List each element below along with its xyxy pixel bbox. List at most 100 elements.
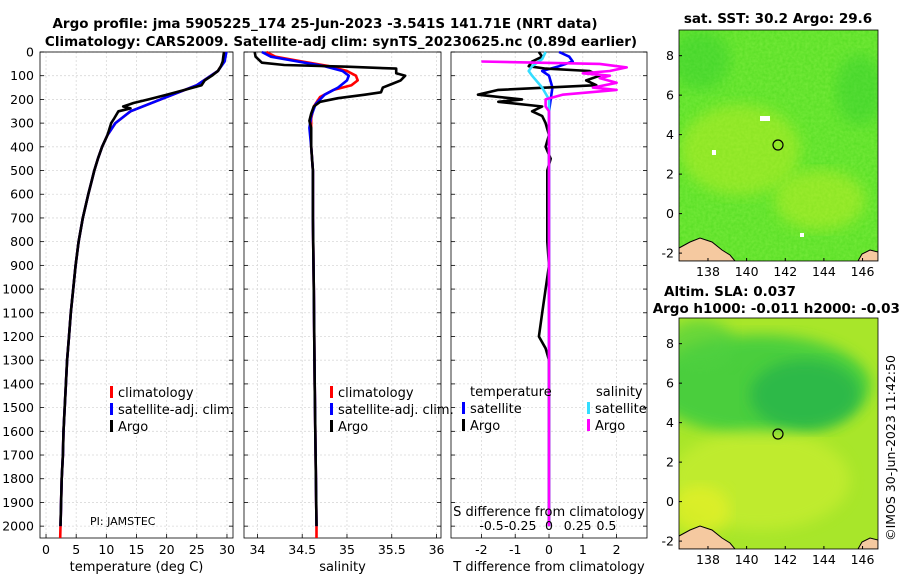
y-tick-label: 1100 <box>2 305 34 320</box>
legend-swatch-satellite-adj <box>110 403 113 415</box>
x-tick-label: 0 <box>545 542 553 557</box>
land-coast-sw <box>679 237 736 261</box>
y-tick-label: 1200 <box>2 329 34 344</box>
s-tick-label: 0.25 <box>564 518 592 533</box>
y-tick-label: 1500 <box>2 400 34 415</box>
map-x-tick-label: 142 <box>773 264 797 279</box>
y-tick-label: 0 <box>26 45 34 60</box>
missing-data-pixel <box>712 150 716 155</box>
s-tick-label: -0.25 <box>504 518 536 533</box>
legend-label-argo: Argo <box>338 420 368 435</box>
x-tick-label: 0 <box>42 542 50 557</box>
x-tick-label: 15 <box>129 542 145 557</box>
y-tick-label: 500 <box>10 163 34 178</box>
series-line-argo <box>59 51 226 527</box>
y-tick-label: 1400 <box>2 376 34 391</box>
difference-legend: temperature salinity satellite Argo sate… <box>462 385 647 434</box>
figure-title-line2: Climatology: CARS2009. Satellite-adj cli… <box>45 34 637 50</box>
y-tick-label: 900 <box>10 258 34 273</box>
map-x-tick-label: 140 <box>735 552 759 567</box>
legend-swatch-argo <box>110 420 113 432</box>
temperature-legend: climatology satellite-adj. clim. Argo <box>110 386 234 435</box>
y-tick-label: 700 <box>10 210 34 225</box>
s-tick-label: 0 <box>545 518 553 533</box>
map-x-tick-label: 138 <box>696 264 720 279</box>
map-y-tick-label: 4 <box>666 415 674 430</box>
sst-map-title: sat. SST: 30.2 Argo: 29.6 <box>684 11 872 27</box>
x-tick-label: 36 <box>429 542 445 557</box>
x-tick-label: 34.5 <box>288 542 316 557</box>
legend-swatch-s-argo <box>587 419 590 431</box>
difference-panel: -2 -1 0 1 2 T difference from climatology -0.5… <box>450 50 648 575</box>
legend-label-s-satellite: satellite <box>595 402 647 417</box>
legend-label-s-argo: Argo <box>595 419 625 434</box>
series-line-climatology <box>58 51 228 539</box>
x-tick-label: 1 <box>579 542 587 557</box>
legend-swatch-t-satellite <box>462 402 465 414</box>
legend-label-climatology: climatology <box>338 386 414 401</box>
map-x-tick-label: 144 <box>812 264 836 279</box>
y-tick-label: 1900 <box>2 495 34 510</box>
y-tick-label: 1800 <box>2 471 34 486</box>
sla-map-title-line1: Altim. SLA: 0.037 <box>664 284 796 300</box>
map-y-tick-label: -2 <box>662 534 674 549</box>
missing-data-pixel <box>800 233 804 237</box>
legend-swatch-s-satellite <box>587 402 590 414</box>
y-tick-label: 1300 <box>2 353 34 368</box>
y-tick-label: 100 <box>10 68 34 83</box>
map-y-tick-label: 6 <box>666 376 674 391</box>
x-tick-label: 20 <box>159 542 175 557</box>
sst-map: sat. SST: 30.2 Argo: 29.6 138 140 142 144 14… <box>662 11 879 279</box>
map-x-tick-label: 140 <box>735 264 759 279</box>
legend-label-satellite-adj: satellite-adj. clim. <box>338 403 454 418</box>
x-tick-label: 35 <box>339 542 355 557</box>
y-tick-label: 1000 <box>2 282 34 297</box>
legend-swatch-satellite-adj <box>330 403 333 415</box>
argo-location-marker <box>772 428 784 440</box>
x-tick-label: 5 <box>72 542 80 557</box>
x-tick-label: 10 <box>98 542 114 557</box>
legend-label-argo: Argo <box>118 420 148 435</box>
imos-watermark: ©IMOS 30-Jun-2023 11:42:50 <box>883 355 898 541</box>
map-x-tick-label: 146 <box>851 264 875 279</box>
y-tick-label: 400 <box>10 139 34 154</box>
map-y-tick-label: 0 <box>666 494 674 509</box>
land-coast-sw <box>679 525 736 549</box>
legend-title-temperature: temperature <box>470 385 552 400</box>
x-axis-label: salinity <box>319 560 366 575</box>
x-tick-label: -1 <box>509 542 521 557</box>
sla-map-title-line2: Argo h1000: -0.011 h2000: -0.032 <box>653 301 900 317</box>
map-y-tick-label: 4 <box>666 127 674 142</box>
map-y-tick-label: 8 <box>666 48 674 63</box>
series-line-climatology <box>265 50 359 538</box>
pi-annotation: PI: JAMSTEC <box>90 515 156 528</box>
x-tick-label: 35.5 <box>378 542 406 557</box>
x-tick-label: -2 <box>475 542 487 557</box>
y-tick-label: 200 <box>10 92 34 107</box>
x-axis-label: temperature (deg C) <box>70 560 204 575</box>
legend-label-t-satellite: satellite <box>470 402 522 417</box>
map-y-tick-label: 8 <box>666 336 674 351</box>
map-y-tick-label: 6 <box>666 88 674 103</box>
map-y-tick-label: 2 <box>666 455 674 470</box>
y-tick-label: 1700 <box>2 448 34 463</box>
legend-swatch-climatology <box>110 386 113 398</box>
legend-label-satellite-adj: satellite-adj. clim. <box>118 403 234 418</box>
y-tick-label: 600 <box>10 187 34 202</box>
map-x-tick-label: 142 <box>773 552 797 567</box>
missing-data-pixel <box>760 116 770 121</box>
salinity-legend: climatology satellite-adj. clim. Argo <box>330 386 454 435</box>
series-line-argo <box>253 51 407 527</box>
map-x-tick-label: 144 <box>812 552 836 567</box>
legend-label-climatology: climatology <box>118 386 194 401</box>
sla-map: Altim. SLA: 0.037 Argo h1000: -0.011 h20… <box>653 284 900 567</box>
series-line-s-argo <box>481 60 628 527</box>
map-y-tick-label: 0 <box>666 206 674 221</box>
map-x-tick-label: 146 <box>851 552 875 567</box>
y-tick-label: 800 <box>10 234 34 249</box>
plot-frame <box>243 51 442 539</box>
map-y-tick-label: -2 <box>662 246 674 261</box>
s-tick-label: -0.5 <box>479 518 503 533</box>
x-tick-label: 25 <box>189 542 205 557</box>
map-y-tick-label: 2 <box>666 167 674 182</box>
